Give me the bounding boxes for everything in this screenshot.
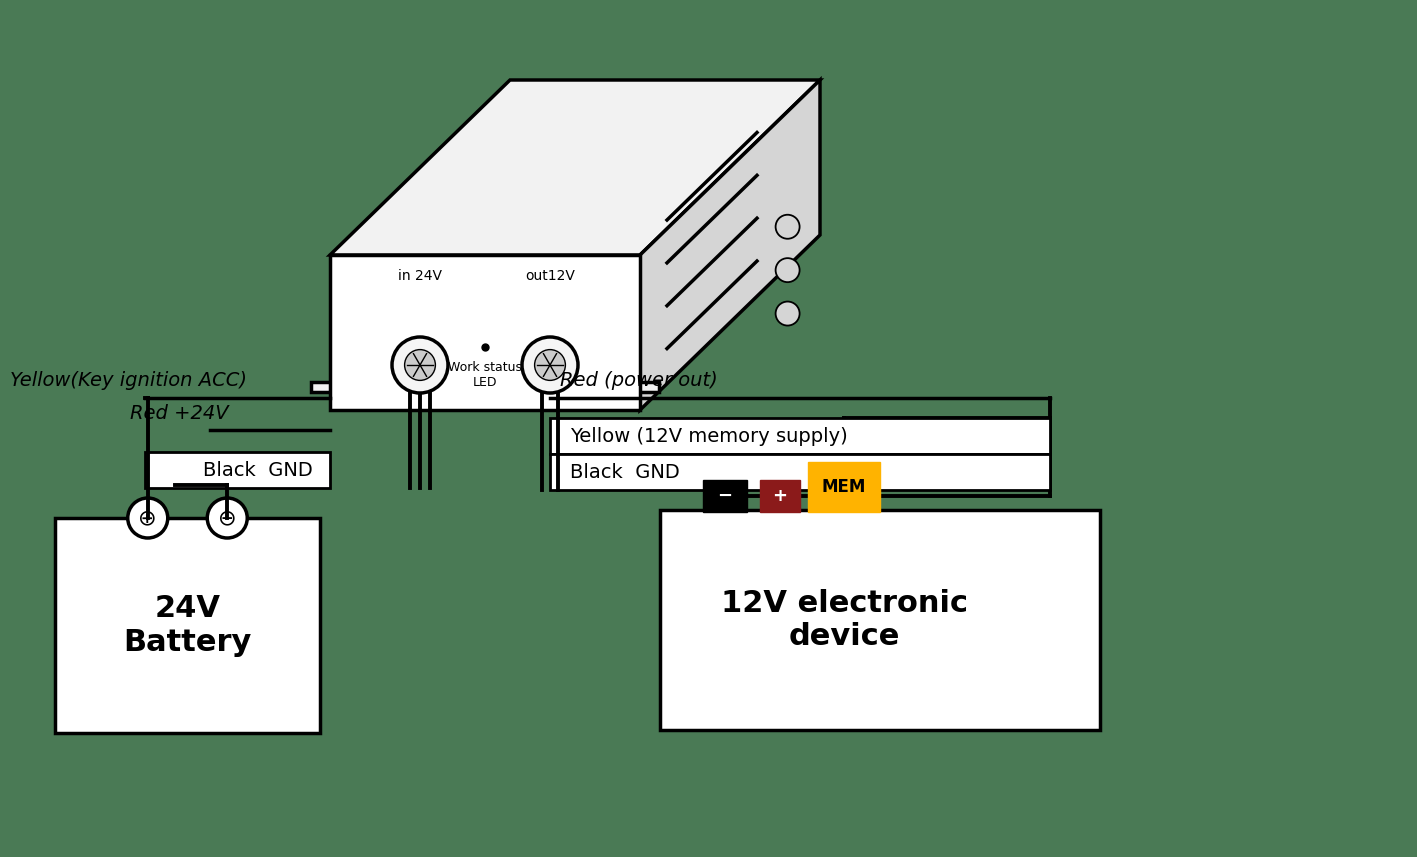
Text: Yellow(Key ignition ACC): Yellow(Key ignition ACC) bbox=[10, 371, 247, 390]
Text: Red (power out): Red (power out) bbox=[560, 371, 718, 390]
Bar bbox=[660, 510, 1100, 730]
Circle shape bbox=[775, 302, 799, 326]
Bar bbox=[638, 382, 659, 393]
Text: ⊖: ⊖ bbox=[218, 508, 237, 528]
Text: Black  GND: Black GND bbox=[570, 463, 680, 482]
Text: −: − bbox=[717, 487, 733, 505]
Bar bbox=[808, 462, 880, 512]
Bar bbox=[55, 518, 320, 733]
Circle shape bbox=[521, 337, 578, 393]
Circle shape bbox=[207, 498, 247, 538]
Text: MEM: MEM bbox=[822, 478, 866, 496]
Circle shape bbox=[405, 350, 435, 381]
Polygon shape bbox=[330, 80, 820, 255]
Circle shape bbox=[534, 350, 565, 381]
Text: in 24V: in 24V bbox=[398, 269, 442, 283]
Circle shape bbox=[775, 258, 799, 282]
Text: +: + bbox=[772, 487, 788, 505]
Text: Work status
LED: Work status LED bbox=[448, 361, 521, 389]
Circle shape bbox=[775, 215, 799, 239]
Circle shape bbox=[393, 337, 448, 393]
Polygon shape bbox=[640, 80, 820, 410]
Circle shape bbox=[128, 498, 167, 538]
Bar bbox=[760, 480, 801, 512]
Bar bbox=[145, 452, 330, 488]
Text: 24V
Battery: 24V Battery bbox=[123, 594, 252, 656]
Text: Yellow (12V memory supply): Yellow (12V memory supply) bbox=[570, 427, 847, 446]
Bar bbox=[550, 418, 1050, 454]
Text: ⊕: ⊕ bbox=[139, 508, 157, 528]
Bar bbox=[330, 255, 640, 410]
Text: 12V electronic
device: 12V electronic device bbox=[721, 589, 968, 651]
Text: out12V: out12V bbox=[526, 269, 575, 283]
Text: Red +24V: Red +24V bbox=[130, 404, 228, 423]
Bar bbox=[310, 382, 333, 393]
Bar bbox=[550, 454, 1050, 490]
Bar bbox=[703, 480, 747, 512]
Text: Black  GND: Black GND bbox=[203, 460, 312, 480]
